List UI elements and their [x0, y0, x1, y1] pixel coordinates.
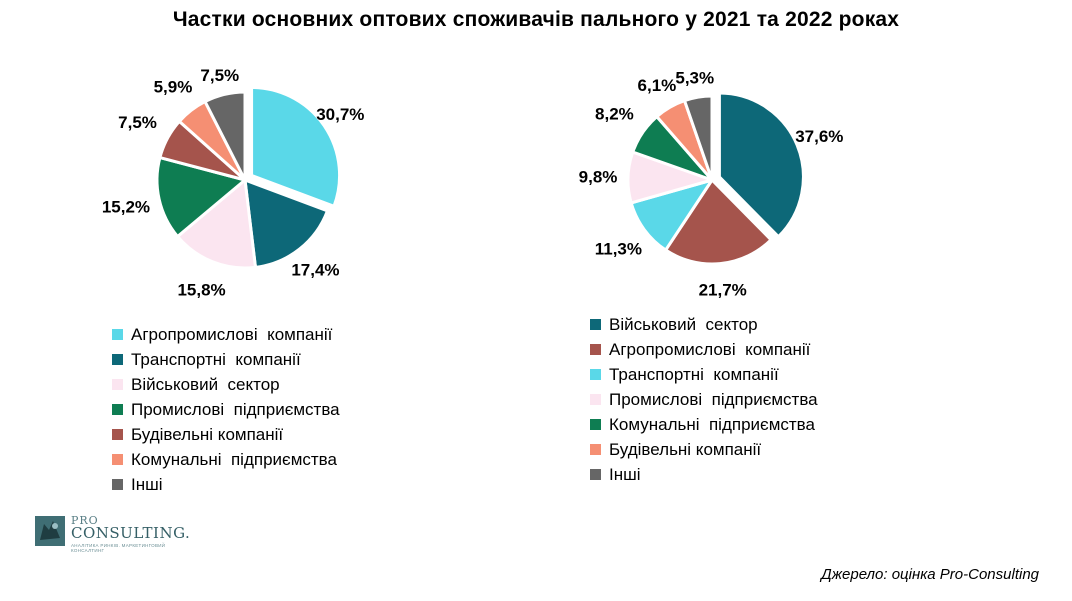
legend-label: Агропромислові компанії	[609, 339, 811, 359]
data-label-4: 15,2%	[102, 198, 150, 217]
pie-slice-2	[243, 177, 330, 270]
legend-item-7: Інші	[112, 472, 340, 497]
pie-slice-4	[155, 155, 249, 239]
legend-swatch	[112, 354, 123, 365]
data-label-5: 8,2%	[595, 105, 634, 124]
legend-item-3: Транспортні компанії	[590, 362, 818, 387]
legend-label: Будівельні компанії	[131, 424, 284, 444]
chart-title: Частки основних оптових споживачів пальн…	[172, 8, 900, 31]
pie-slice-3	[175, 177, 258, 270]
legend-label: Агропромислові компанії	[131, 324, 333, 344]
legend-swatch	[590, 369, 601, 380]
legend-label: Будівельні компанії	[609, 439, 762, 459]
legend-label: Комунальні підприємства	[131, 449, 337, 469]
pie-slice-7	[682, 94, 714, 181]
data-label-2: 21,7%	[699, 280, 747, 299]
legend-swatch	[112, 479, 123, 490]
data-label-4: 9,8%	[579, 167, 618, 186]
legend-swatch	[112, 454, 123, 465]
legend-swatch	[590, 394, 601, 405]
legend-swatch	[590, 344, 601, 355]
legend-item-7: Інші	[590, 462, 818, 487]
legend-label: Інші	[609, 464, 641, 484]
legend-swatch	[112, 404, 123, 415]
legend-label: Транспортні компанії	[131, 349, 301, 369]
pie-slice-2	[663, 177, 774, 266]
legend-item-4: Промислові підприємства	[590, 387, 818, 412]
legend-label: Промислові підприємства	[609, 389, 818, 409]
logo-pro-text: PRO	[71, 514, 99, 527]
source-note: Джерело: оцінка Pro-Consulting	[821, 566, 1039, 583]
legend-label: Комунальні підприємства	[609, 414, 815, 434]
pie-slice-1	[717, 91, 805, 239]
legend-swatch	[112, 429, 123, 440]
legend-label: Військовий сектор	[609, 314, 758, 334]
data-label-1: 37,6%	[795, 127, 843, 146]
data-label-3: 11,3%	[595, 239, 642, 258]
logo-tagline: АНАЛІТИКА РИНКІВ. МАРКЕТИНГОВИЙ КОНСАЛТИ…	[71, 543, 166, 553]
legend-item-5: Комунальні підприємства	[590, 412, 818, 437]
legend-swatch	[590, 469, 601, 480]
data-label-7: 7,5%	[200, 66, 239, 85]
legend-item-2: Агропромислові компанії	[590, 337, 818, 362]
data-label-6: 5,9%	[154, 78, 193, 97]
legend-swatch	[112, 379, 123, 390]
data-label-3: 15,8%	[177, 281, 225, 300]
legend-swatch	[590, 319, 601, 330]
legend-item-6: Комунальні підприємства	[112, 447, 340, 472]
pie-slice-7	[203, 90, 247, 181]
legend-label: Інші	[131, 474, 163, 494]
data-label-7: 5,3%	[675, 68, 714, 87]
legend-item-2: Транспортні компанії	[112, 347, 340, 372]
legend-item-1: Агропромислові компанії	[112, 322, 340, 347]
pie-slice-1	[250, 85, 342, 209]
legend-2021: Агропромислові компанії Транспортні компа…	[112, 322, 340, 497]
legend-swatch	[112, 329, 123, 340]
pro-consulting-logo: PRO CONSULTING. АНАЛІТИКА РИНКІВ. МАРКЕТ…	[33, 512, 193, 553]
logo-mark-icon	[35, 516, 65, 546]
logo-consulting-text: CONSULTING.	[71, 524, 191, 542]
legend-item-4: Промислові підприємства	[112, 397, 340, 422]
legend-2022: Військовий сектор Агропромислові компанії…	[590, 312, 818, 487]
data-label-1: 30,7%	[316, 105, 364, 124]
legend-item-1: Військовий сектор	[590, 312, 818, 337]
legend-item-6: Будівельні компанії	[590, 437, 818, 462]
legend-label: Військовий сектор	[131, 374, 280, 394]
data-label-6: 6,1%	[638, 76, 677, 95]
legend-swatch	[590, 444, 601, 455]
legend-label: Промислові підприємства	[131, 399, 340, 419]
legend-swatch	[590, 419, 601, 430]
legend-item-5: Будівельні компанії	[112, 422, 340, 447]
legend-label: Транспортні компанії	[609, 364, 779, 384]
data-label-2: 17,4%	[291, 261, 339, 280]
legend-item-3: Військовий сектор	[112, 372, 340, 397]
data-label-5: 7,5%	[118, 113, 157, 132]
